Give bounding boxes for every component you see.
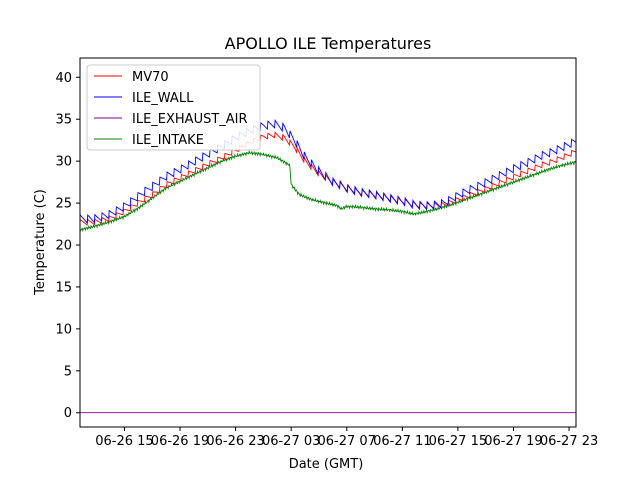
x-tick-label: 06-27 23 [540, 434, 598, 449]
x-tick-label: 06-27 07 [318, 434, 376, 449]
y-axis: 0 5 10 15 20 25 30 35 40 [55, 71, 80, 421]
legend-label-ile-exhaust-air: ILE_EXHAUST_AIR [132, 112, 248, 127]
x-tick-label: 06-26 23 [206, 434, 264, 449]
x-tick-label: 06-27 03 [262, 434, 320, 449]
x-tick-label: 06-27 19 [484, 434, 542, 449]
x-tick-label: 06-27 11 [373, 434, 431, 449]
x-tick-label: 06-26 19 [151, 434, 209, 449]
legend-label-mv70: MV70 [132, 70, 169, 85]
x-axis-label: Date (GMT) [289, 457, 364, 472]
series-line-ile-wall [79, 118, 577, 224]
legend-box [86, 64, 261, 151]
y-axis-label: Temperature (C) [33, 189, 48, 296]
axes-frame [79, 57, 577, 428]
y-tick-label: 30 [55, 155, 72, 170]
y-tick-label: 25 [55, 197, 72, 212]
y-tick-label: 5 [64, 364, 72, 379]
plot-area [79, 118, 577, 414]
x-tick-label: 06-26 15 [95, 434, 153, 449]
y-tick-label: 10 [55, 322, 72, 337]
y-tick-label: 40 [55, 71, 72, 86]
y-tick-label: 20 [55, 239, 72, 254]
legend-label-ile-intake: ILE_INTAKE [132, 133, 204, 148]
series-line-ile-intake [79, 149, 577, 233]
series-line-mv70 [79, 131, 577, 226]
y-tick-label: 35 [55, 113, 72, 128]
legend-label-ile-wall: ILE_WALL [132, 91, 194, 106]
y-tick-label: 0 [64, 406, 72, 421]
y-tick-label: 15 [55, 280, 72, 295]
x-tick-label: 06-27 15 [429, 434, 487, 449]
chart-title: APOLLO ILE Temperatures [225, 34, 432, 53]
legend: MV70 ILE_WALL ILE_EXHAUST_AIR ILE_INTAKE [86, 64, 261, 151]
